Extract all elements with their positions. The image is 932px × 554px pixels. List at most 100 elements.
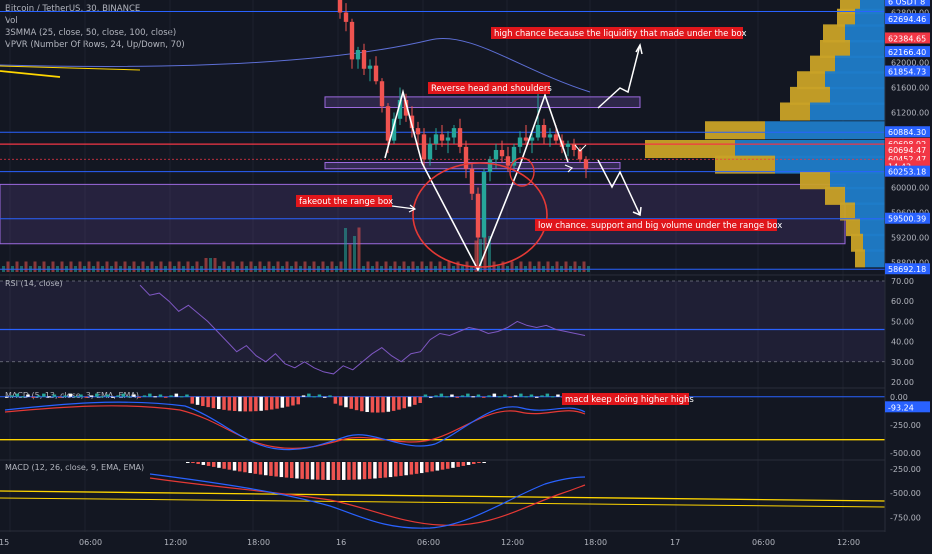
volume-bar: [96, 261, 100, 272]
price-tick-label: 58800.00: [891, 259, 929, 268]
legend: Bitcoin / TetherUS, 30, BINANCE Vol 3SMM…: [5, 4, 185, 50]
price-tag-bg: [885, 13, 930, 25]
volume-bar: [51, 261, 55, 272]
macd-fast-histogram-bar: [423, 394, 428, 397]
price-tag-label: 6 USDT 8: [888, 0, 925, 6]
fakeout-pointer: [391, 205, 416, 210]
price-tag-label: 60253.18: [888, 168, 926, 177]
macd-slow-histogram-bar: [222, 462, 226, 469]
time-tick-label: 12:00: [501, 538, 524, 547]
macd-fast-histogram-bar: [460, 395, 465, 397]
grid-layer: [0, 0, 932, 532]
right-shoulder-arrow: [564, 164, 574, 173]
vpvr-row-down: [823, 24, 845, 43]
annotation-box: [428, 82, 550, 94]
volume-bar: [123, 261, 127, 272]
volume-bar: [447, 261, 451, 272]
macd-slow-histogram-bar: [321, 462, 325, 480]
macd-fast-histogram-bar: [259, 396, 263, 411]
symbol-title[interactable]: Bitcoin / TetherUS, 30, BINANCE: [5, 4, 140, 14]
macd-slow-histogram-bar: [310, 462, 315, 480]
volume-bar: [555, 261, 559, 272]
vpvr-indicator-label[interactable]: VPVR (Number Of Rows, 24, Up/Down, 70): [5, 40, 185, 50]
macd-slow-histogram-bar: [196, 462, 200, 464]
volume-bar: [429, 261, 433, 272]
macd-fast-histogram-bar: [301, 395, 306, 397]
macd-fast-histogram-bar: [254, 396, 258, 412]
macd-fast-tick-label: -500.00: [890, 449, 921, 458]
time-tick-label: 15: [0, 538, 9, 547]
price-axis[interactable]: 58800.0059200.0059600.0060000.0061200.00…: [884, 0, 932, 550]
macd-fast-histogram-bar: [312, 396, 316, 398]
price-tick-label: 61600.00: [891, 84, 929, 93]
price-tick-label: 62000.00: [891, 59, 929, 68]
macd-fast-histogram-bar: [429, 396, 433, 398]
volume-bar: [249, 261, 253, 272]
macd-fast-histogram-bar: [354, 396, 359, 411]
candle-body: [553, 134, 559, 141]
candle-body: [571, 143, 577, 150]
macd-slow-histogram-bar: [388, 462, 393, 478]
time-axis[interactable]: 15 06:00 12:00 18:00 16 06:00 12:00 18:00 17 06:0…: [0, 532, 932, 550]
head-and-shoulders-pattern: [384, 88, 569, 272]
vpvr-row-up: [825, 71, 885, 90]
upper-range-box: [324, 96, 641, 108]
volume-bar: [15, 261, 19, 272]
macd-fast-histogram-bar: [508, 396, 512, 398]
bearish-arrowhead: [632, 206, 642, 217]
time-tick-label: 17: [670, 538, 680, 547]
macd-slow-histogram-bar: [248, 462, 252, 474]
macd-fast-histogram-bar: [137, 396, 141, 398]
volume-bar: [402, 261, 406, 272]
macd-fast-histogram-bar: [89, 395, 94, 397]
volume-label[interactable]: Vol: [5, 16, 18, 26]
candle-body: [445, 137, 451, 141]
macd-fast-histogram-bar: [190, 396, 194, 404]
volume-bar: [186, 261, 190, 272]
macd-fast-histogram-bar: [158, 394, 163, 397]
macd-slow-yellow-line-2: [0, 497, 886, 508]
volume-bar: [501, 261, 505, 272]
volume-bar: [231, 261, 235, 272]
price-tick-label: 59200.00: [891, 234, 929, 243]
candle-body: [385, 106, 391, 141]
volume-bar: [69, 261, 73, 272]
candle-body: [391, 118, 397, 141]
volume-bar: [213, 258, 217, 272]
macd-slow-tick-label: -500.00: [890, 489, 921, 498]
price-tag-bg: [885, 65, 930, 77]
ma-indicator-label[interactable]: 3SMMA (25, close, 50, close, 100, close): [5, 28, 176, 38]
macd-fast-pane: MACD (5, 13, close, 3, EMA, EMA)macd kee…: [0, 391, 885, 451]
macd-fast-histogram-bar: [211, 396, 216, 409]
rsi-tick-label: 50.00: [891, 317, 914, 326]
annotation-box: [491, 27, 743, 39]
candle-body: [415, 128, 421, 135]
candle-body: [475, 193, 481, 238]
macd-slow-histogram-bar: [394, 462, 398, 477]
vpvr-row-down: [705, 121, 765, 140]
macd-fast-histogram-bar: [376, 396, 380, 413]
vpvr-row-down: [790, 86, 830, 105]
macd-slow-histogram-bar: [336, 462, 341, 480]
price-tag-label: 62694.46: [888, 15, 926, 24]
volume-bar: [573, 261, 577, 272]
macd-slow-histogram-bar: [368, 462, 372, 479]
candle-body: [481, 171, 487, 238]
candle-body: [487, 159, 493, 172]
volume-bar: [537, 261, 541, 272]
macd-fast-histogram-bar: [407, 396, 412, 407]
rsi-tick-label: 70.00: [891, 277, 914, 286]
volume-bar: [528, 261, 532, 272]
candle-body: [409, 115, 415, 129]
candle-body: [463, 146, 469, 169]
macd-fast-histogram-bar: [434, 395, 438, 397]
macd-fast-histogram-bar: [20, 396, 25, 398]
volume-bar: [366, 261, 370, 272]
macd-fast-signal-line: [4, 405, 586, 450]
volume-bar: [488, 236, 491, 272]
macd-slow-title: MACD (12, 26, close, 9, EMA, EMA): [5, 463, 144, 472]
candle-body: [361, 50, 367, 69]
macd-fast-histogram-bar: [52, 394, 57, 397]
macd-fast-histogram-bar: [338, 396, 343, 406]
